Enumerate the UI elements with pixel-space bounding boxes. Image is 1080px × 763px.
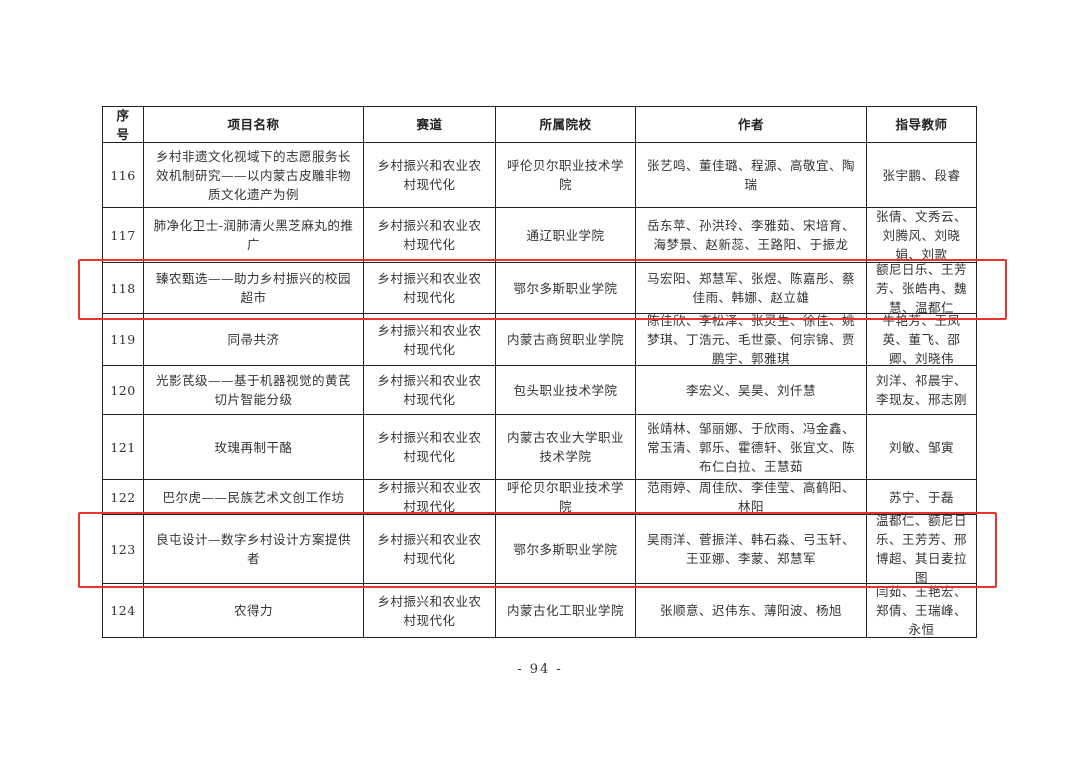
school-cell: 呼伦贝尔职业技术学院: [496, 143, 636, 208]
table-row: 122 巴尔虎——民族艺术文创工作坊 乡村振兴和农业农村现代化 呼伦贝尔职业技术学院范…: [103, 480, 977, 515]
row-number-cell: 118: [103, 263, 144, 314]
project-name-cell: 肺净化卫士-润肺清火黑芝麻丸的推广: [144, 208, 364, 263]
advisors-cell: 温都仁、额尼日乐、王芳芳、邢博超、其日麦拉图: [867, 515, 977, 584]
project-name-cell: 同帚共济: [144, 314, 364, 366]
school-cell: 呼伦贝尔职业技术学院: [496, 480, 636, 515]
table-row: 121 玫瑰再制干酪 乡村振兴和农业农村现代化 内蒙古农业大学职业技术学院 张靖林、邹丽…: [103, 415, 977, 480]
row-number-cell: 121: [103, 415, 144, 480]
authors-cell: 张艺鸣、董佳璐、程源、高敬宜、陶瑞: [636, 143, 867, 208]
row-number-cell: 120: [103, 366, 144, 415]
authors-cell: 范雨婷、周佳欣、李佳莹、高鹤阳、林阳: [636, 480, 867, 515]
school-cell: 鄂尔多斯职业学院: [496, 515, 636, 584]
authors-cell: 陈佳欣、李松泽、张灵生、徐佳、姚梦琪、丁浩元、毛世豪、何宗锦、贾鹏宇、郭雅琪: [636, 314, 867, 366]
header-cell: 赛道: [364, 107, 496, 143]
advisors-cell: 张倩、文秀云、刘腾风、刘晓娟、刘歌: [867, 208, 977, 263]
project-table: 序号 项目名称 赛道 所属院校 作者 指导教师 116 乡村非遗文化视域下的志愿服…: [102, 106, 977, 638]
header-cell: 所属院校: [496, 107, 636, 143]
row-number-cell: 124: [103, 584, 144, 638]
project-name-cell: 巴尔虎——民族艺术文创工作坊: [144, 480, 364, 515]
authors-cell: 张顺意、迟伟东、薄阳波、杨旭: [636, 584, 867, 638]
project-name-cell: 乡村非遗文化视域下的志愿服务长效机制研究——以内蒙古皮雕非物质文化遗产为例: [144, 143, 364, 208]
school-cell: 内蒙古商贸职业学院: [496, 314, 636, 366]
project-name-cell: 良屯设计—数字乡村设计方案提供者: [144, 515, 364, 584]
row-number-cell: 123: [103, 515, 144, 584]
advisors-cell: 苏宁、于磊: [867, 480, 977, 515]
header-cell: 作者: [636, 107, 867, 143]
school-cell: 内蒙古农业大学职业技术学院: [496, 415, 636, 480]
table-row: 123 良屯设计—数字乡村设计方案提供者 乡村振兴和农业农村现代化 鄂尔多斯职业学院吴…: [103, 515, 977, 584]
page-number: - 94 -: [517, 662, 563, 677]
project-name-cell: 农得力: [144, 584, 364, 638]
table-row: 120 光影芪级——基于机器视觉的黄芪切片智能分级 乡村振兴和农业农村现代化 包头职业…: [103, 366, 977, 415]
project-name-cell: 光影芪级——基于机器视觉的黄芪切片智能分级: [144, 366, 364, 415]
authors-cell: 张靖林、邹丽娜、于欣雨、冯金鑫、常玉清、郭乐、霍德轩、张宜文、陈布仁白拉、王慧茹: [636, 415, 867, 480]
advisors-cell: 刘敏、邹寅: [867, 415, 977, 480]
track-cell: 乡村振兴和农业农村现代化: [364, 415, 496, 480]
project-name-cell: 臻农甄选——助力乡村振兴的校园超市: [144, 263, 364, 314]
school-cell: 鄂尔多斯职业学院: [496, 263, 636, 314]
authors-cell: 吴雨洋、菅振洋、韩石淼、弓玉轩、王亚娜、李蒙、郑慧军: [636, 515, 867, 584]
track-cell: 乡村振兴和农业农村现代化: [364, 515, 496, 584]
table-row: 119 同帚共济 乡村振兴和农业农村现代化 内蒙古商贸职业学院 陈佳欣、李松泽、张灵生、…: [103, 314, 977, 366]
track-cell: 乡村振兴和农业农村现代化: [364, 143, 496, 208]
advisors-cell: 张宇鹏、段睿: [867, 143, 977, 208]
authors-cell: 李宏义、吴昊、刘仟慧: [636, 366, 867, 415]
advisors-cell: 牛艳芳、王凤英、董飞、邵卿、刘晓伟: [867, 314, 977, 366]
row-number-cell: 122: [103, 480, 144, 515]
header-cell: 项目名称: [144, 107, 364, 143]
advisors-cell: 闫茹、王艳宏、郑倩、王瑞峰、永恒: [867, 584, 977, 638]
table-row: 124 农得力 乡村振兴和农业农村现代化 内蒙古化工职业学院 张顺意、迟伟东、薄阳波、杨…: [103, 584, 977, 638]
authors-cell: 岳东苹、孙洪玲、李雅茹、宋培育、海梦景、赵新蕊、王路阳、于振龙: [636, 208, 867, 263]
table-row: 116 乡村非遗文化视域下的志愿服务长效机制研究——以内蒙古皮雕非物质文化遗产为例…: [103, 143, 977, 208]
header-cell: 指导教师: [867, 107, 977, 143]
table-header-row: 序号 项目名称 赛道 所属院校 作者 指导教师: [103, 107, 977, 143]
project-name-cell: 玫瑰再制干酪: [144, 415, 364, 480]
table-row: 117 肺净化卫士-润肺清火黑芝麻丸的推广 乡村振兴和农业农村现代化 通辽职业学院 岳东…: [103, 208, 977, 263]
row-number-cell: 117: [103, 208, 144, 263]
advisors-cell: 刘洋、祁晨宇、李现友、邢志刚: [867, 366, 977, 415]
table-row: 118 臻农甄选——助力乡村振兴的校园超市 乡村振兴和农业农村现代化 鄂尔多斯职业学院…: [103, 263, 977, 314]
track-cell: 乡村振兴和农业农村现代化: [364, 584, 496, 638]
header-cell: 序号: [103, 107, 144, 143]
school-cell: 通辽职业学院: [496, 208, 636, 263]
track-cell: 乡村振兴和农业农村现代化: [364, 263, 496, 314]
row-number-cell: 119: [103, 314, 144, 366]
school-cell: 内蒙古化工职业学院: [496, 584, 636, 638]
track-cell: 乡村振兴和农业农村现代化: [364, 366, 496, 415]
track-cell: 乡村振兴和农业农村现代化: [364, 208, 496, 263]
track-cell: 乡村振兴和农业农村现代化: [364, 314, 496, 366]
school-cell: 包头职业技术学院: [496, 366, 636, 415]
row-number-cell: 116: [103, 143, 144, 208]
track-cell: 乡村振兴和农业农村现代化: [364, 480, 496, 515]
authors-cell: 马宏阳、郑慧军、张煜、陈嘉彤、蔡佳雨、韩娜、赵立雄: [636, 263, 867, 314]
advisors-cell: 额尼日乐、王芳芳、张皓冉、魏慧、温都仁: [867, 263, 977, 314]
